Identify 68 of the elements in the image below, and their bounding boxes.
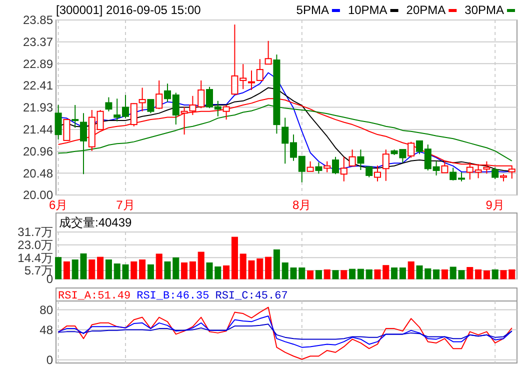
candlestick xyxy=(54,104,62,140)
text: RSI_C:45.67 xyxy=(215,290,288,302)
x-tick-label: 9月 xyxy=(486,198,504,212)
y-tick-label: 21.93 xyxy=(22,100,54,114)
y-tick-label: 0 xyxy=(46,353,54,365)
y-tick-label: 23.37 xyxy=(22,35,54,50)
bar xyxy=(88,259,96,280)
bar xyxy=(441,269,448,280)
x-tick-label: 8月 xyxy=(292,198,312,212)
bar xyxy=(391,267,398,280)
y-tick-label: 21.44 xyxy=(22,122,54,137)
bar xyxy=(466,267,474,280)
bar xyxy=(349,268,356,280)
y-tick-label: 23.0万 xyxy=(18,238,53,252)
candlestick xyxy=(138,87,146,112)
bar xyxy=(408,261,414,280)
y-tick-label: 20.96 xyxy=(22,144,54,159)
y-tick-label: 80 xyxy=(40,302,54,317)
bar xyxy=(324,269,330,280)
legend-label: 10PMA xyxy=(348,3,388,17)
bar xyxy=(265,256,272,280)
y-tick-label: 22.89 xyxy=(22,56,54,71)
bar xyxy=(332,270,339,280)
series-label: RSI_A:51.49 xyxy=(58,290,131,302)
chart-title: 成交量:40439 xyxy=(59,216,132,230)
y-tick-label: 48 xyxy=(40,323,54,338)
legend-label: 30PMA xyxy=(464,3,504,17)
bar xyxy=(433,269,440,280)
bar xyxy=(399,267,406,280)
bar xyxy=(475,269,482,280)
bar xyxy=(366,269,372,280)
x-tick-label: 6月 xyxy=(48,198,68,212)
bar xyxy=(307,270,314,280)
legend-label: 5PMA xyxy=(296,3,329,17)
bar xyxy=(492,269,498,280)
bar xyxy=(340,270,348,280)
bar xyxy=(189,261,196,280)
bar xyxy=(231,236,238,280)
candlestick xyxy=(357,149,364,170)
bar xyxy=(181,262,188,280)
line-series xyxy=(58,324,512,340)
y-tick-label: 23.85 xyxy=(22,13,54,28)
bar xyxy=(147,264,154,280)
bar xyxy=(139,259,146,280)
bar xyxy=(357,268,364,280)
y-tick-label: 14.4万 xyxy=(18,250,53,265)
series-label: RSI_B:46.35 xyxy=(136,290,210,302)
line-series xyxy=(58,306,512,360)
bar xyxy=(130,261,138,280)
bar xyxy=(223,265,230,280)
bar xyxy=(105,259,112,280)
bar xyxy=(273,249,280,280)
chart-title: [300001] 2016-09-05 15:00 xyxy=(56,3,202,17)
bar xyxy=(156,254,162,280)
bar xyxy=(55,257,62,280)
line-series xyxy=(58,316,512,348)
bar xyxy=(63,261,70,280)
y-tick-label: 31.7万 xyxy=(18,225,53,240)
bar xyxy=(483,270,490,280)
bar xyxy=(198,252,204,280)
x-tick-label: 7月 xyxy=(116,198,135,212)
y-tick-label: 20.48 xyxy=(22,166,54,180)
y-tick-label: 22.41 xyxy=(22,78,54,93)
candlestick xyxy=(340,156,348,182)
bar xyxy=(97,256,104,280)
legend-label: 20PMA xyxy=(406,3,446,17)
candlestick xyxy=(72,104,79,128)
bar xyxy=(315,270,322,280)
